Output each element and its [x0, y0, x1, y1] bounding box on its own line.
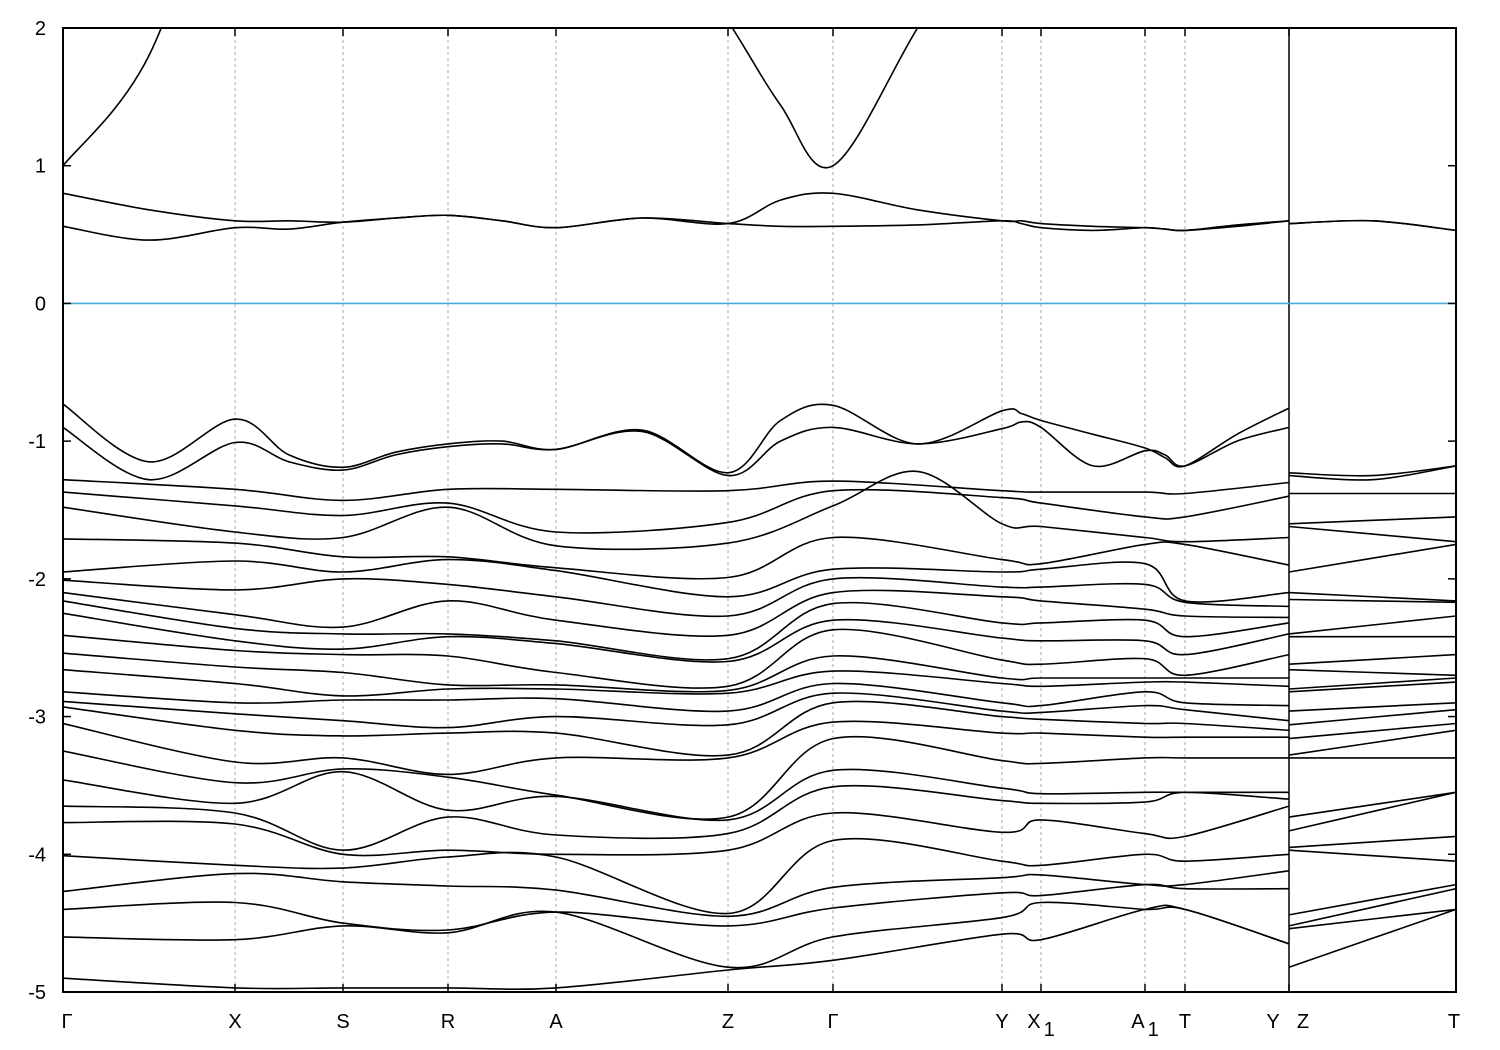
band-11 — [63, 589, 1456, 638]
band-27 — [63, 883, 1456, 932]
band-5 — [63, 478, 1456, 502]
x-tick-label: A — [549, 1011, 563, 1033]
x-tick-label: Y — [1266, 1011, 1279, 1033]
band-29 — [63, 904, 1456, 991]
kpoint-label: R — [441, 1011, 455, 1033]
band-14 — [63, 628, 1456, 689]
kpoint-label: T — [1448, 1011, 1460, 1033]
band-6 — [63, 488, 1456, 534]
plot-frame — [62, 27, 1457, 993]
x-tick-label: Y — [995, 1011, 1008, 1033]
bands — [63, 28, 1456, 991]
band-28 — [63, 901, 1456, 969]
kpoint-label: S — [336, 1011, 349, 1033]
band-2 — [63, 214, 1456, 241]
x-tick-label: Γ — [61, 1011, 72, 1033]
kpoint-subscript: 1 — [1044, 1019, 1055, 1041]
x-tick-label: X — [228, 1011, 241, 1033]
band-4 — [63, 420, 1456, 481]
band-15 — [63, 652, 1456, 693]
y-tick-label: 0 — [35, 293, 46, 315]
kpoint-label: Z — [1297, 1011, 1309, 1033]
x-tick-label: Z — [722, 1011, 734, 1033]
kpoint-label: A — [1131, 1011, 1145, 1033]
kpoint-subscript: 1 — [1148, 1019, 1159, 1041]
band-23 — [63, 784, 1456, 852]
y-tick-label: -4 — [28, 844, 46, 866]
band-17 — [63, 682, 1456, 713]
y-tick-label: -5 — [28, 982, 46, 1004]
y-tick-label: 1 — [35, 156, 46, 178]
kpoint-label: Y — [1266, 1011, 1279, 1033]
band-16 — [63, 668, 1456, 697]
band-10 — [63, 576, 1456, 618]
y-tick-label: -3 — [28, 707, 46, 729]
band-8 — [63, 536, 1456, 580]
band-24 — [63, 805, 1456, 857]
kpoint-label: Y — [995, 1011, 1008, 1033]
band-19 — [63, 700, 1456, 757]
x-tick-label: T — [1179, 1011, 1191, 1033]
band-21 — [63, 735, 1456, 820]
x-tick-label: T — [1448, 1011, 1460, 1033]
band-12 — [63, 600, 1456, 661]
kpoint-label: T — [1179, 1011, 1191, 1033]
band-13 — [63, 612, 1456, 665]
band-3 — [63, 403, 1456, 477]
kpoint-gridlines — [234, 28, 1290, 992]
y-tick-label: -1 — [28, 431, 46, 453]
band-9 — [63, 558, 1456, 603]
x-tick-label: Z — [1297, 1011, 1309, 1033]
band-18 — [63, 692, 1456, 729]
kpoint-label: Z — [722, 1011, 734, 1033]
kpoint-label: Γ — [827, 1011, 838, 1033]
kpoint-label: A — [549, 1011, 563, 1033]
x-tick-label: Γ — [827, 1011, 838, 1033]
x-tick-label: S — [336, 1011, 349, 1033]
band-20 — [63, 720, 1456, 776]
band-7 — [63, 470, 1456, 551]
band-26 — [63, 870, 1456, 918]
y-tick-label: 2 — [35, 18, 46, 40]
kpoint-label: X — [228, 1011, 241, 1033]
band-0 — [63, 28, 919, 169]
kpoint-label: X — [1027, 1011, 1040, 1033]
x-tick-label: R — [441, 1011, 455, 1033]
band-22 — [63, 768, 1456, 822]
y-tick-label: -2 — [28, 569, 46, 591]
y-axis: -5 -4 -3 -2 -1 0 1 2 — [28, 18, 1456, 1004]
band-25 — [63, 837, 1456, 915]
kpoint-label: Γ — [61, 1011, 72, 1033]
